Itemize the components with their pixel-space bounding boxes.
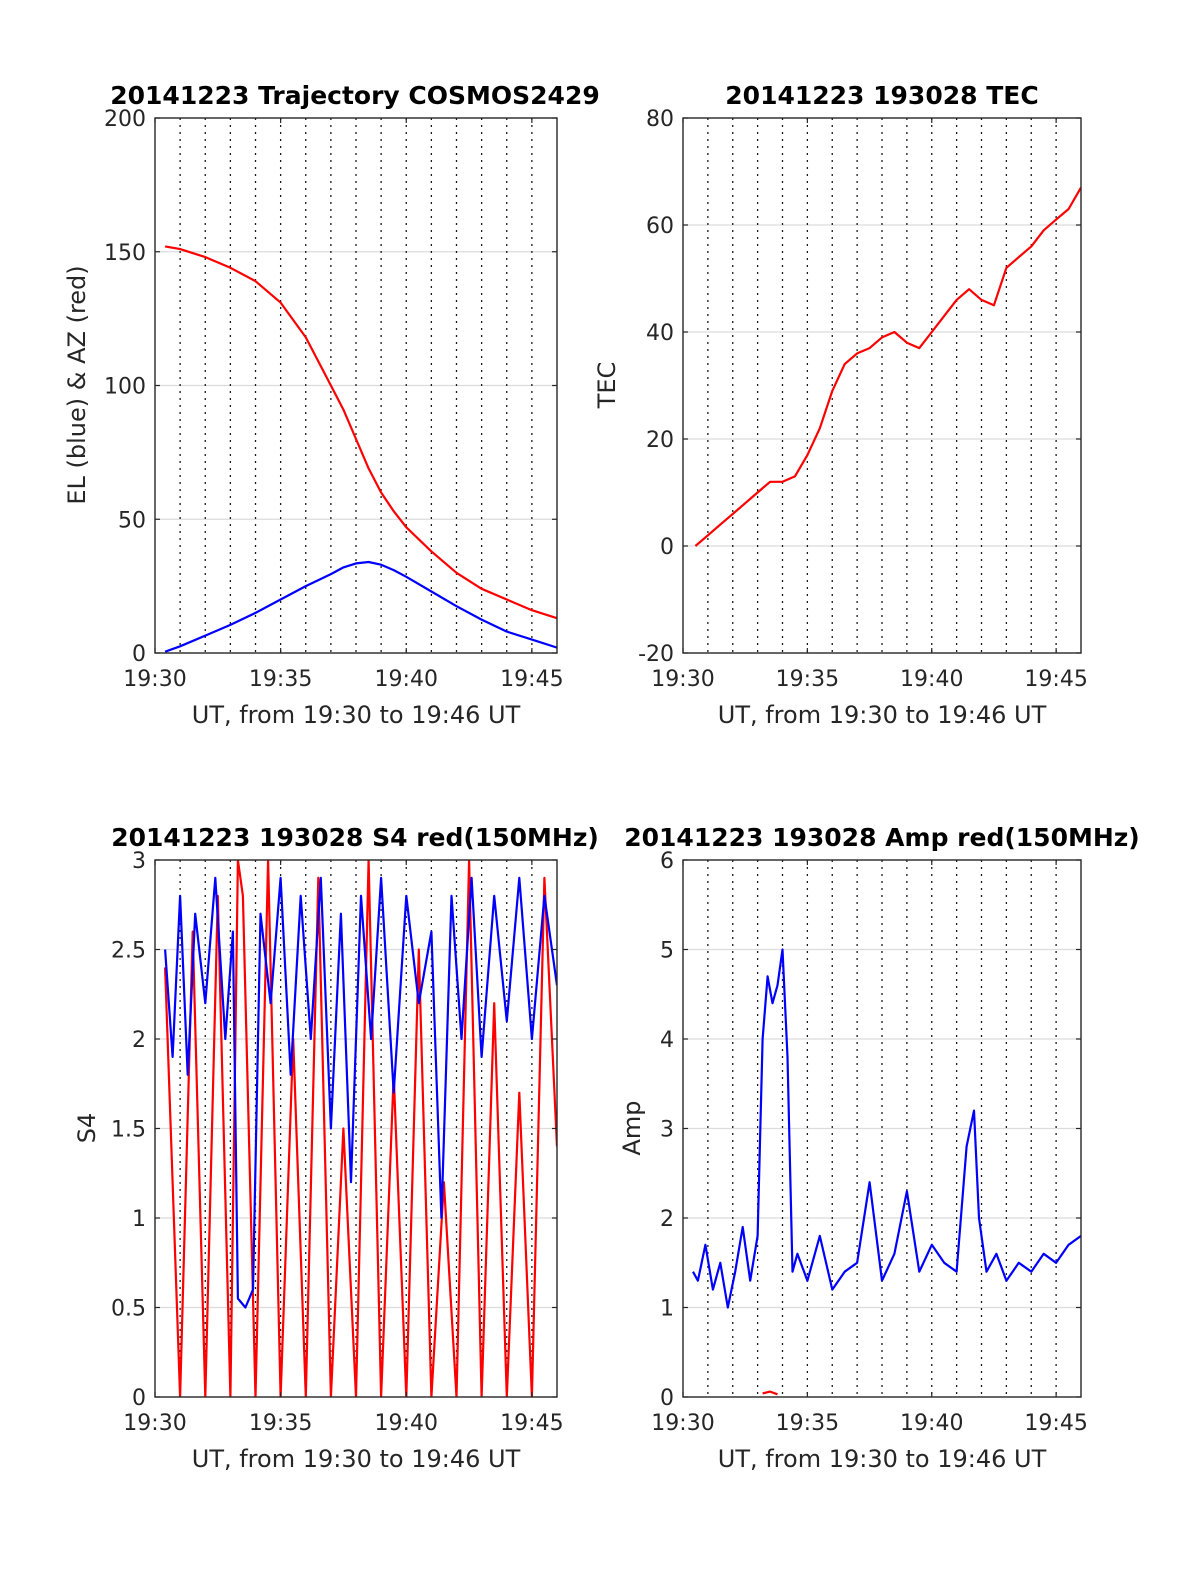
- amp-series-1-line: [762, 1390, 778, 1396]
- s4-panel: 19:30 19:35 19:40 19:45 0 0.5 1 1.5 2 2.5 32014122…: [73, 823, 599, 1473]
- tec-series-0-line: [694, 187, 1081, 547]
- x-tick-label: 19:35: [776, 1411, 839, 1436]
- x-axis-label: UT, from 19:30 to 19:46 UT: [192, 701, 521, 729]
- y-tick-label: 80: [646, 107, 674, 132]
- y-axis-label: Amp: [618, 1100, 646, 1155]
- x-tick-label: 19:45: [1024, 1411, 1087, 1436]
- x-tick-label: 19:45: [1024, 667, 1087, 692]
- trajectory-panel: 19:30 19:35 19:40 19:45 0 50 100 150 20020141223…: [63, 81, 600, 729]
- y-tick-label: 0.5: [111, 1297, 146, 1322]
- y-tick-label: 1.5: [111, 1118, 146, 1143]
- x-tick-label: 19:35: [776, 667, 839, 692]
- x-tick-label: 19:30: [651, 667, 714, 692]
- y-axis-label: EL (blue) & AZ (red): [63, 265, 91, 504]
- amp-series-0-line: [692, 948, 1081, 1309]
- axes-frame: [682, 117, 1082, 654]
- chart-title: 20141223 193028 TEC: [725, 81, 1038, 110]
- y-tick-label: 60: [646, 214, 674, 239]
- y-axis-label: TEC: [593, 362, 621, 410]
- y-tick-label: 0: [660, 535, 674, 560]
- y-axis-label: S4: [73, 1113, 101, 1144]
- x-tick-label: 19:45: [500, 1411, 563, 1436]
- x-tick-label: 19:40: [375, 667, 438, 692]
- y-tick-label: 0: [132, 642, 146, 667]
- s4-series-1-line: [164, 876, 557, 1309]
- trajectory-series-0-line: [164, 245, 557, 620]
- s4-series-0-line: [164, 860, 557, 1397]
- x-tick-label: 19:40: [900, 667, 963, 692]
- x-tick-label: 19:40: [900, 1411, 963, 1436]
- y-tick-label: 2: [132, 1028, 146, 1053]
- y-tick-label: 6: [660, 849, 674, 874]
- x-tick-label: 19:30: [651, 1411, 714, 1436]
- y-tick-label: 0: [660, 1386, 674, 1411]
- chart-title: 20141223 193028 Amp red(150MHz): [624, 823, 1140, 852]
- y-tick-label: 40: [646, 321, 674, 346]
- y-tick-label: 1: [660, 1297, 674, 1322]
- y-tick-label: 5: [660, 939, 674, 964]
- chart-title: 20141223 Trajectory COSMOS2429: [110, 81, 600, 110]
- y-tick-label: 4: [660, 1028, 674, 1053]
- y-tick-label: 150: [104, 241, 146, 266]
- y-tick-label: 200: [104, 107, 146, 132]
- y-tick-label: 0: [132, 1386, 146, 1411]
- x-tick-label: 19:45: [500, 667, 563, 692]
- y-tick-label: 2: [660, 1207, 674, 1232]
- y-tick-label: 50: [118, 508, 146, 533]
- x-axis-label: UT, from 19:30 to 19:46 UT: [718, 701, 1047, 729]
- chart-title: 20141223 193028 S4 red(150MHz): [111, 823, 599, 852]
- tec-panel: 19:30 19:35 19:40 19:45 -20 0 20 40 60 80 20141223…: [593, 81, 1088, 729]
- y-tick-label: -20: [638, 642, 674, 667]
- x-tick-label: 19:35: [249, 1411, 312, 1436]
- y-tick-label: 3: [132, 849, 146, 874]
- x-tick-label: 19:35: [249, 667, 312, 692]
- y-tick-label: 20: [646, 428, 674, 453]
- x-tick-label: 19:30: [123, 1411, 186, 1436]
- y-tick-label: 2.5: [111, 939, 146, 964]
- y-tick-label: 1: [132, 1207, 146, 1232]
- x-axis-label: UT, from 19:30 to 19:46 UT: [718, 1445, 1047, 1473]
- x-tick-label: 19:30: [123, 667, 186, 692]
- x-axis-label: UT, from 19:30 to 19:46 UT: [192, 1445, 521, 1473]
- y-tick-label: 3: [660, 1118, 674, 1143]
- trajectory-series-1-line: [164, 560, 557, 653]
- y-tick-label: 100: [104, 375, 146, 400]
- x-tick-label: 19:40: [375, 1411, 438, 1436]
